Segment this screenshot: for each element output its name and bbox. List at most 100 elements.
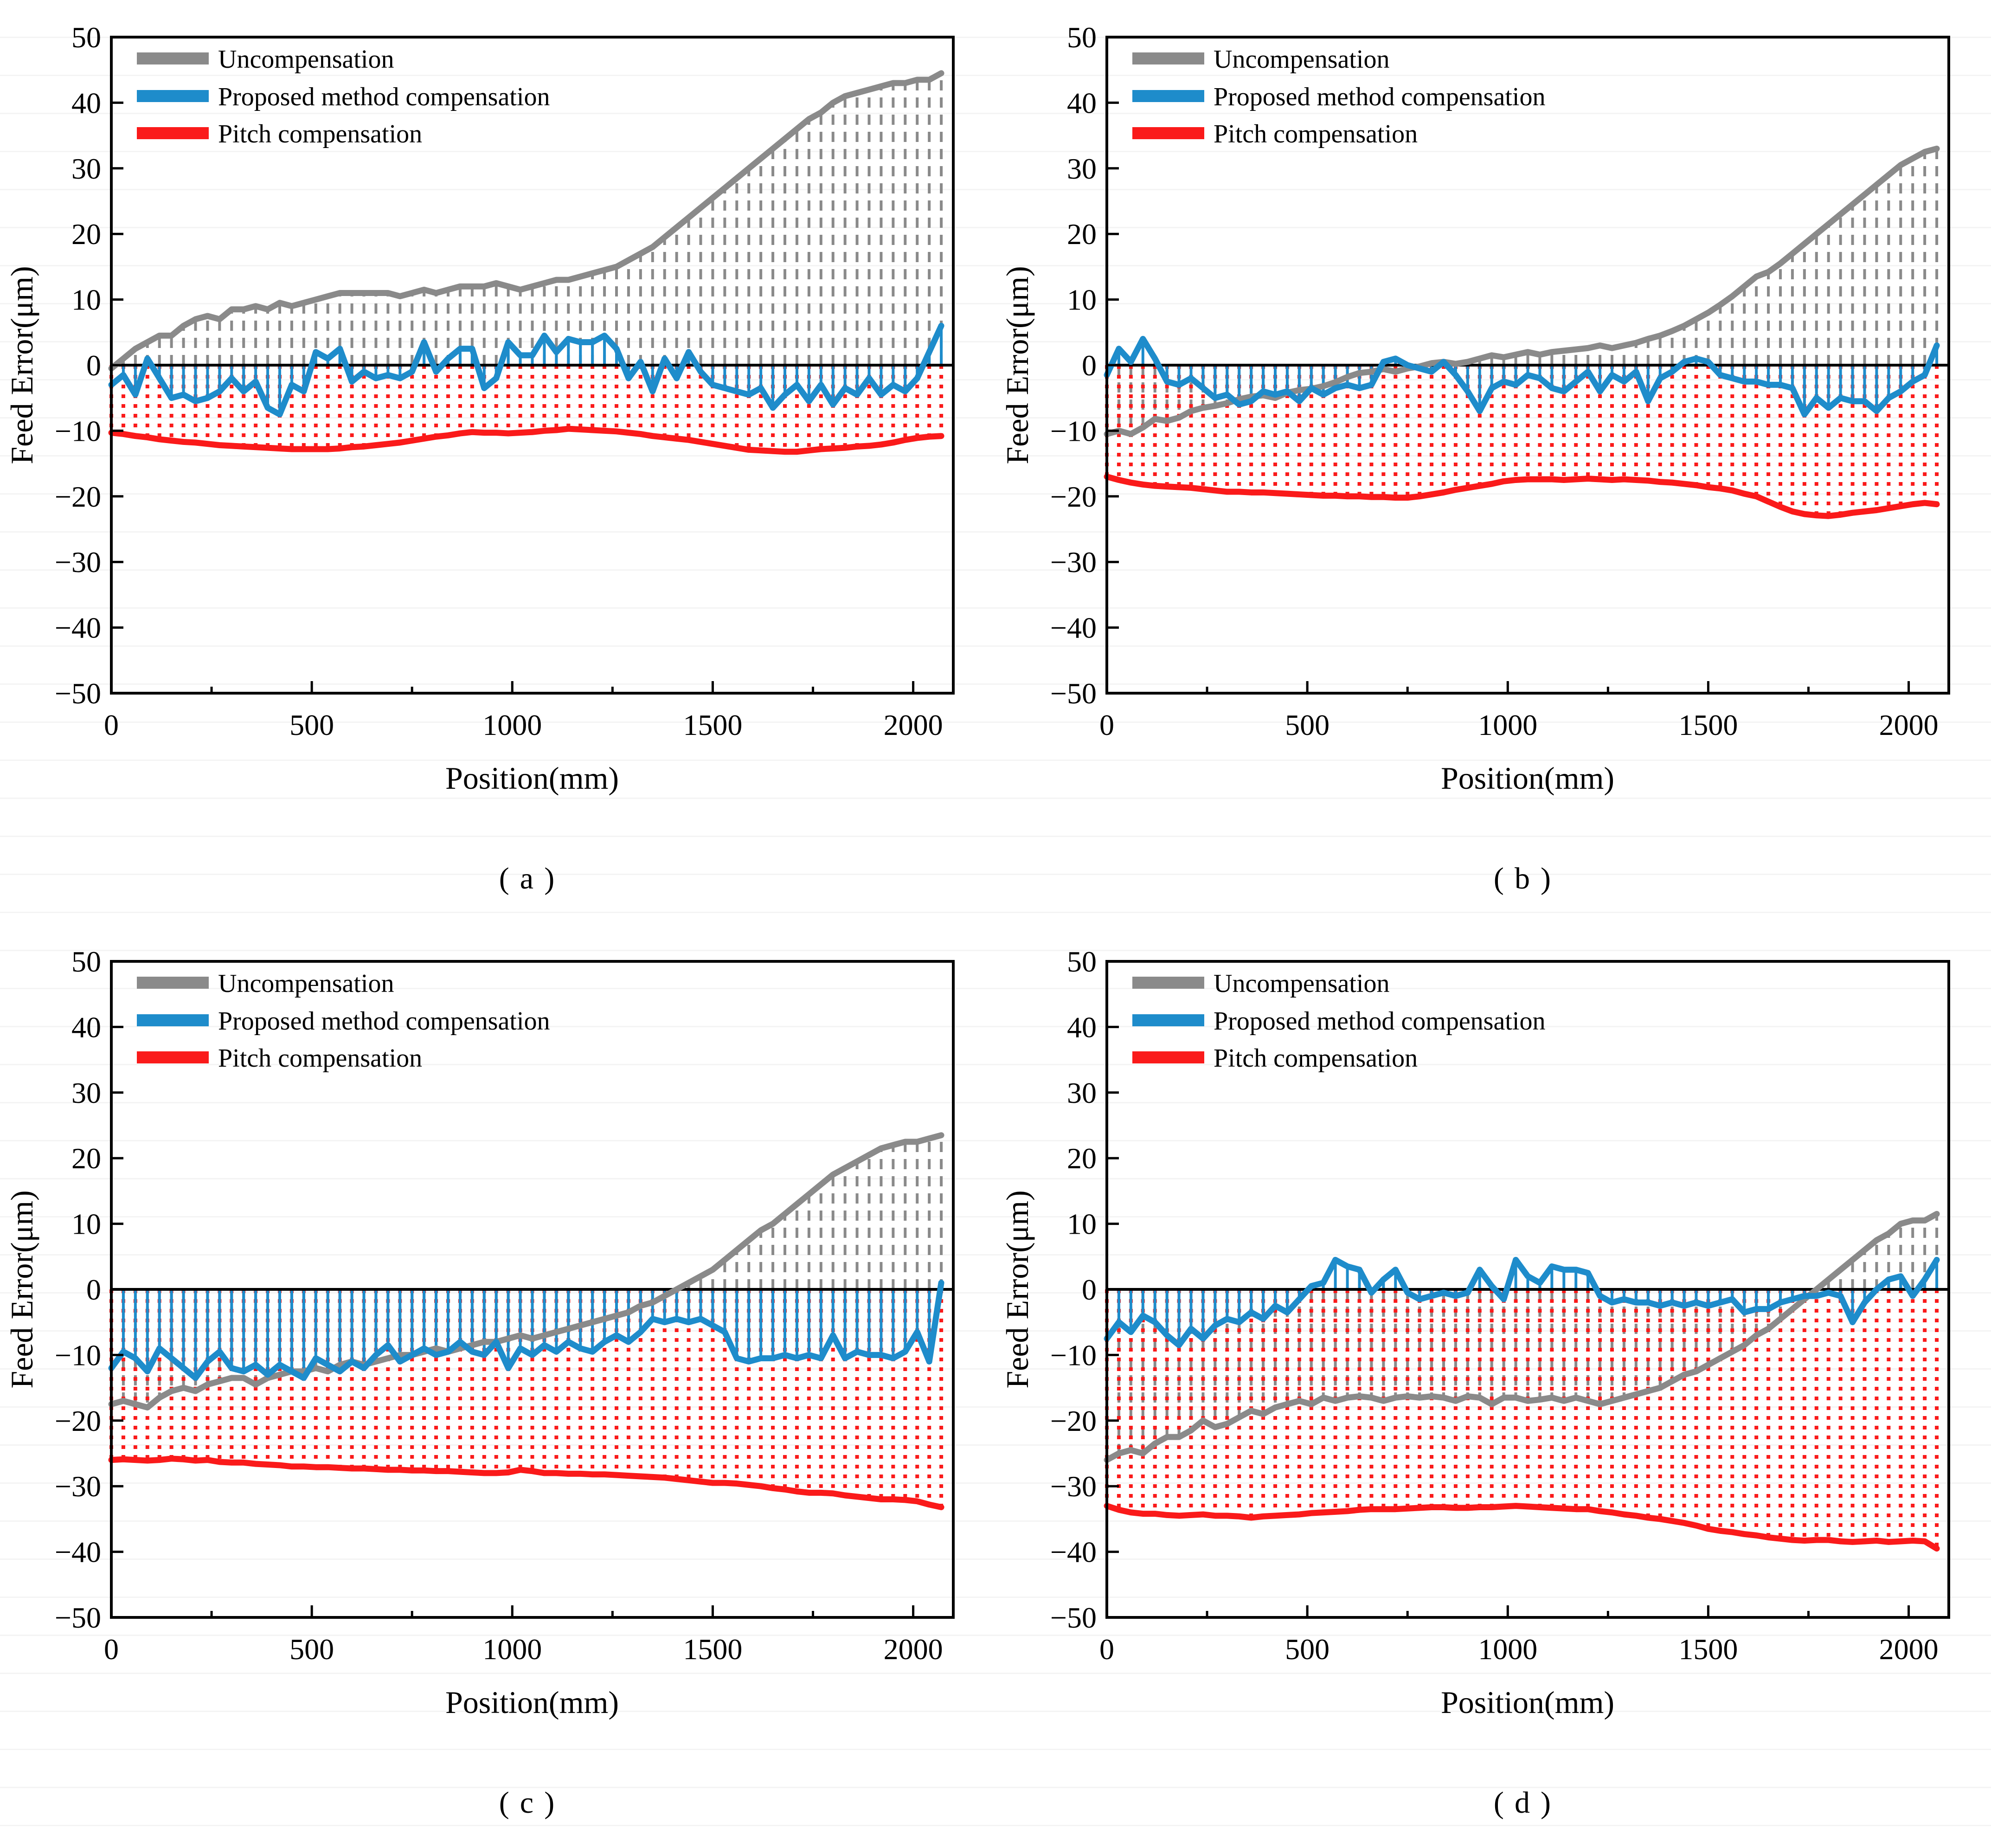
x-tick-label: 0	[1099, 1633, 1114, 1666]
legend-swatch-uncompensation	[1132, 52, 1204, 64]
stems-pitch	[109, 365, 944, 452]
line-proposed-method	[108, 1280, 944, 1381]
legend: Uncompensation Proposed method compensat…	[137, 45, 550, 148]
legend: Uncompensation Proposed method compensat…	[1132, 969, 1545, 1073]
line-pitch	[1104, 1503, 1940, 1552]
legend-label-proposed-method: Proposed method compensation	[1214, 83, 1545, 111]
y-tick-label: −20	[1050, 480, 1097, 513]
y-axis-title: Feed Error(μm)	[4, 1190, 39, 1388]
x-tick-label: 2000	[884, 1633, 943, 1666]
line-pitch	[108, 425, 944, 455]
legend-label-uncompensation: Uncompensation	[218, 969, 394, 998]
y-tick-label: −30	[55, 1470, 101, 1503]
y-tick-label: −50	[55, 1601, 101, 1634]
legend-swatch-uncompensation	[137, 977, 209, 989]
y-tick-label: 0	[86, 1273, 101, 1306]
line-pitch	[1104, 473, 1940, 519]
legend-swatch-uncompensation	[137, 52, 209, 64]
chart-dynamic-layer	[108, 70, 953, 455]
panel-letter-b: (b)	[1494, 862, 1561, 895]
legend-swatch-proposed-method	[137, 1014, 209, 1026]
y-tick-label: 40	[71, 86, 101, 119]
legend-label-pitch: Pitch compensation	[1214, 120, 1418, 148]
chart-dynamic-layer	[1104, 145, 1949, 519]
x-tick-label: 1000	[482, 1633, 542, 1666]
legend-swatch-pitch	[137, 1051, 209, 1063]
legend-label-pitch: Pitch compensation	[218, 1044, 422, 1073]
stems-pitch	[109, 1289, 944, 1507]
subplot-b: 50 40 30 20 10 0 −10 −20 −30 −40 −50 0 500 1000 1500 20…	[996, 0, 1991, 924]
legend-label-uncompensation: Uncompensation	[1214, 45, 1389, 74]
x-tick-label: 500	[1285, 708, 1329, 741]
y-tick-label: 0	[1082, 1273, 1097, 1306]
y-tick-label: −40	[1050, 612, 1097, 644]
x-tick-label: 500	[289, 708, 334, 741]
y-tick-label: −10	[1050, 1339, 1097, 1372]
y-tick-label: 30	[71, 152, 101, 185]
y-tick-label: −20	[55, 480, 101, 513]
legend: Uncompensation Proposed method compensat…	[137, 969, 550, 1073]
chart-dynamic-layer	[1104, 1211, 1949, 1552]
line-uncompensation	[1104, 1211, 1940, 1463]
y-tick-label: 30	[1067, 152, 1097, 185]
x-tick-label: 1500	[1678, 1633, 1738, 1666]
x-tick-label: 1500	[683, 708, 742, 741]
y-tick-label: −50	[1050, 1601, 1097, 1634]
legend-label-pitch: Pitch compensation	[1214, 1044, 1418, 1073]
y-tick-label: −40	[55, 1536, 101, 1569]
y-tick-label: 10	[1067, 283, 1097, 316]
line-uncompensation	[1104, 145, 1940, 437]
legend-label-pitch: Pitch compensation	[218, 120, 422, 148]
legend-swatch-pitch	[1132, 127, 1204, 139]
panel-letter-d: (d)	[1494, 1786, 1561, 1820]
legend-swatch-proposed-method	[137, 90, 209, 102]
y-tick-label: 50	[1067, 945, 1097, 978]
panel-letter-a: (a)	[499, 862, 565, 895]
line-uncompensation	[108, 1132, 944, 1411]
y-tick-label: 20	[71, 218, 101, 251]
legend-label-uncompensation: Uncompensation	[218, 45, 394, 74]
y-tick-label: −40	[1050, 1536, 1097, 1569]
stems-proposed-method	[110, 1282, 943, 1378]
y-axis-title: Feed Error(μm)	[4, 266, 39, 464]
legend-swatch-pitch	[137, 127, 209, 139]
subplot-c: 50 40 30 20 10 0 −10 −20 −30 −40 −50 0 500 1000 1500 20…	[0, 924, 996, 1848]
y-tick-label: −40	[55, 612, 101, 644]
subplot-d: 50 40 30 20 10 0 −10 −20 −30 −40 −50 0 500 1000 1500 20…	[996, 924, 1991, 1848]
chart-dynamic-layer	[108, 1132, 953, 1510]
y-tick-label: 20	[1067, 218, 1097, 251]
x-tick-label: 0	[104, 1633, 119, 1666]
x-tick-label: 1000	[1478, 708, 1537, 741]
y-tick-label: 20	[71, 1142, 101, 1175]
legend-label-proposed-method: Proposed method compensation	[1214, 1007, 1545, 1036]
y-tick-label: −50	[55, 677, 101, 710]
y-axis-title: Feed Error(μm)	[1000, 266, 1035, 464]
x-tick-label: 1500	[683, 1633, 742, 1666]
legend-label-proposed-method: Proposed method compensation	[218, 83, 550, 111]
y-tick-label: −10	[55, 1339, 101, 1372]
x-tick-label: 2000	[884, 708, 943, 741]
legend-swatch-proposed-method	[1132, 90, 1204, 102]
y-axis-title: Feed Error(μm)	[1000, 1190, 1035, 1388]
y-tick-label: 0	[86, 349, 101, 382]
x-tick-label: 500	[289, 1633, 334, 1666]
y-tick-label: 30	[71, 1076, 101, 1109]
y-tick-label: 50	[71, 21, 101, 54]
y-tick-label: 50	[1067, 21, 1097, 54]
y-tick-label: 0	[1082, 349, 1097, 382]
y-tick-label: −30	[1050, 1470, 1097, 1503]
y-tick-label: −30	[55, 546, 101, 579]
y-tick-label: 10	[71, 283, 101, 316]
x-tick-label: 1000	[482, 708, 542, 741]
stems-uncompensation	[110, 73, 943, 369]
line-uncompensation	[108, 70, 944, 372]
y-tick-label: 10	[1067, 1208, 1097, 1241]
